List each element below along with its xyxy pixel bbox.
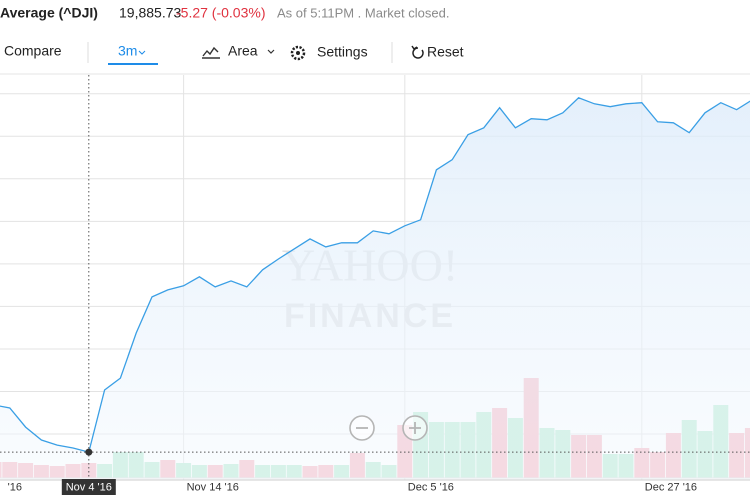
crosshair-point	[85, 448, 93, 456]
gear-hub	[296, 51, 300, 55]
settings-button[interactable]: Settings	[317, 44, 368, 60]
reset-button[interactable]: Reset	[427, 44, 464, 60]
chart-type-button[interactable]: Area	[228, 43, 258, 59]
price: 19,885.73	[119, 5, 181, 21]
x-tick-label: Dec 5 '16	[408, 481, 454, 493]
quote-title: Average (^DJI)	[0, 5, 98, 21]
range-chevron	[138, 50, 146, 55]
x-tick-label: Dec 27 '16	[645, 481, 697, 493]
compare-button[interactable]: Compare	[4, 43, 62, 59]
x-label-highlight	[61, 479, 116, 495]
type-chevron	[267, 49, 275, 54]
x-tick-label: Nov 14 '16	[187, 481, 239, 493]
header: Average (^DJI) 19,885.73 -5.27 (-0.03%) …	[0, 5, 449, 21]
x-tick-label: Nov 4 '16	[66, 481, 112, 493]
price-line	[0, 97, 750, 453]
area-fill	[0, 97, 750, 480]
area-icon	[202, 46, 220, 59]
market-status: As of 5:11PM . Market closed.	[277, 5, 449, 20]
toolbar: Compare 3m Area Settings Reset	[0, 42, 750, 75]
change: -5.27 (-0.03%)	[176, 5, 265, 21]
gear-icon	[290, 45, 306, 61]
reset-icon	[411, 45, 424, 59]
range-button[interactable]: 3m	[118, 43, 137, 59]
x-tick-label: '16	[8, 481, 22, 493]
